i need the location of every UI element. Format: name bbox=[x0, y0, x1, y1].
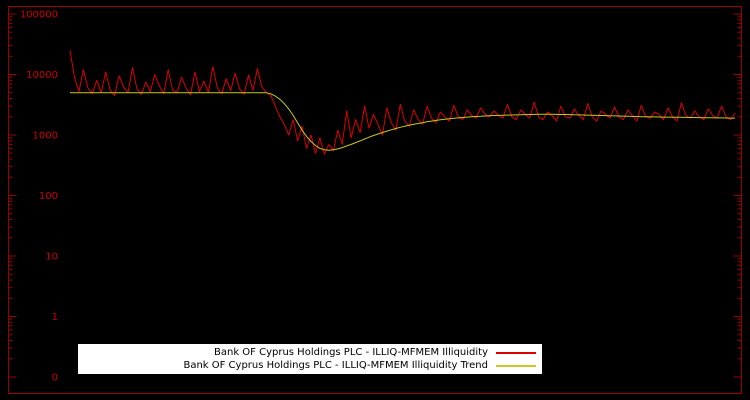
legend-sample-trend bbox=[496, 364, 536, 367]
legend-row-trend: Bank OF Cyprus Holdings PLC - ILLIQ-MFME… bbox=[84, 359, 536, 372]
y-tick-label: 1 bbox=[52, 312, 58, 323]
y-tick-label: 1000 bbox=[33, 131, 58, 142]
series-line-trend bbox=[70, 92, 735, 151]
legend-label-illiquidity: Bank OF Cyprus Holdings PLC - ILLIQ-MFME… bbox=[214, 347, 488, 358]
series-line-illiquidity bbox=[69, 50, 736, 155]
plot-frame bbox=[8, 6, 742, 394]
y-tick-label: 10000 bbox=[26, 70, 58, 81]
chart-legend: Bank OF Cyprus Holdings PLC - ILLIQ-MFME… bbox=[78, 344, 542, 374]
legend-sample-illiquidity bbox=[496, 351, 536, 354]
legend-row-illiquidity: Bank OF Cyprus Holdings PLC - ILLIQ-MFME… bbox=[84, 346, 536, 359]
y-tick-label: 100000 bbox=[20, 10, 58, 21]
y-tick-label: 100 bbox=[39, 191, 58, 202]
y-tick-label: 10 bbox=[45, 252, 58, 263]
legend-label-trend: Bank OF Cyprus Holdings PLC - ILLIQ-MFME… bbox=[183, 360, 488, 371]
y-tick-label: 0 bbox=[52, 373, 58, 384]
